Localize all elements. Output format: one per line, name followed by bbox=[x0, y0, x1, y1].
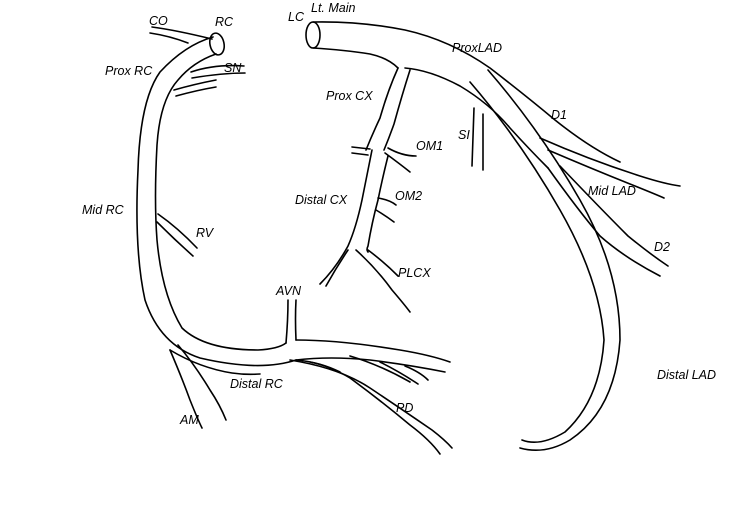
plv-upper-wall bbox=[295, 339, 451, 363]
cx-branch-left-wall bbox=[325, 249, 349, 287]
label-si: SI bbox=[458, 128, 470, 142]
mid-lad-upper-wall bbox=[559, 165, 669, 267]
label-mid-lad: Mid LAD bbox=[588, 184, 636, 198]
d1-upper-wall bbox=[539, 137, 681, 187]
am-branch-outer-wall bbox=[169, 349, 203, 429]
pd-lower-wall bbox=[309, 361, 441, 455]
label-pd: PD bbox=[396, 401, 413, 415]
label-plcx: PLCX bbox=[398, 266, 431, 280]
co-branch-upper-wall bbox=[151, 26, 213, 40]
label-mid-rc: Mid RC bbox=[82, 203, 125, 217]
sn-branch-upper-wall bbox=[190, 64, 245, 73]
label-om2: OM2 bbox=[395, 189, 422, 203]
label-am: AM bbox=[179, 413, 199, 427]
label-sn: SN bbox=[224, 61, 242, 75]
circumflex-system bbox=[319, 67, 417, 313]
mid-lad-lower-wall bbox=[547, 167, 661, 277]
distal-lad-outer-wall bbox=[487, 69, 621, 451]
d1-lower-wall bbox=[547, 149, 665, 199]
cx-cut-mark-1 bbox=[351, 146, 371, 150]
sn-branch-lower-wall bbox=[191, 72, 246, 79]
lm-lad-upper-wall bbox=[312, 21, 621, 163]
prox-rc-branch-upper-wall bbox=[173, 79, 217, 91]
prox-cx-right-wall bbox=[383, 69, 411, 151]
rv-branch-upper-wall bbox=[157, 213, 198, 249]
label-prox-cx: Prox CX bbox=[326, 89, 373, 103]
om1-upper-wall bbox=[387, 147, 417, 157]
label-d2: D2 bbox=[654, 240, 670, 254]
rc-main-inner-wall bbox=[154, 53, 287, 351]
pd-upper-wall bbox=[289, 359, 453, 449]
label-rv: RV bbox=[196, 226, 215, 240]
pl-branch-3 bbox=[404, 365, 429, 381]
label-distal-lad: Distal LAD bbox=[657, 368, 716, 382]
label-lc: LC bbox=[288, 10, 305, 24]
left-coronary-system bbox=[305, 21, 681, 451]
plv-lower-wall bbox=[295, 357, 446, 373]
label-lt-main: Lt. Main bbox=[311, 1, 356, 15]
om2-lower-wall bbox=[375, 209, 395, 223]
pd-origin-wall bbox=[295, 359, 341, 373]
label-prox-rc: Prox RC bbox=[105, 64, 153, 78]
cx-cut-mark-2 bbox=[351, 152, 369, 156]
right-coronary-system bbox=[136, 26, 297, 429]
prox-lad-lower-wall bbox=[404, 67, 549, 169]
rc-main-outer-wall bbox=[136, 36, 297, 367]
label-prox-lad: ProxLAD bbox=[452, 41, 502, 55]
avn-branch-right-wall bbox=[294, 299, 297, 341]
distal-cx-right-wall bbox=[366, 155, 389, 253]
label-d1: D1 bbox=[551, 108, 567, 122]
co-branch-lower-wall bbox=[149, 32, 189, 44]
rc-ostium bbox=[208, 32, 226, 56]
lm-lower-wall bbox=[312, 47, 399, 69]
am-branch-inner-wall bbox=[177, 344, 227, 421]
om1-lower-wall bbox=[384, 152, 411, 173]
prox-cx-left-wall bbox=[365, 67, 399, 151]
lc-ostium bbox=[305, 21, 321, 49]
pl-branch-2 bbox=[379, 361, 419, 385]
label-co: CO bbox=[149, 14, 168, 28]
avn-branch-left-wall bbox=[285, 299, 289, 344]
label-rc: RC bbox=[215, 15, 234, 29]
labels: CO RC Prox RC SN Mid RC RV Distal RC AM … bbox=[82, 1, 716, 427]
label-avn: AVN bbox=[275, 284, 302, 298]
label-om1: OM1 bbox=[416, 139, 443, 153]
si-branch-left-wall bbox=[471, 107, 475, 167]
pl-branch-1 bbox=[349, 355, 411, 383]
distal-rc-system bbox=[285, 299, 453, 455]
prox-rc-branch-lower-wall bbox=[175, 86, 217, 97]
label-distal-rc: Distal RC bbox=[230, 377, 284, 391]
distal-lad-inner-wall bbox=[469, 81, 605, 443]
om2-upper-wall bbox=[377, 197, 397, 206]
label-distal-cx: Distal CX bbox=[295, 193, 348, 207]
am-branch-upper-wall bbox=[169, 349, 261, 376]
plcx-inner-wall bbox=[367, 249, 399, 277]
rv-branch-lower-wall bbox=[156, 221, 194, 257]
plcx-upper-wall bbox=[355, 249, 411, 313]
distal-cx-left-wall bbox=[319, 149, 373, 285]
